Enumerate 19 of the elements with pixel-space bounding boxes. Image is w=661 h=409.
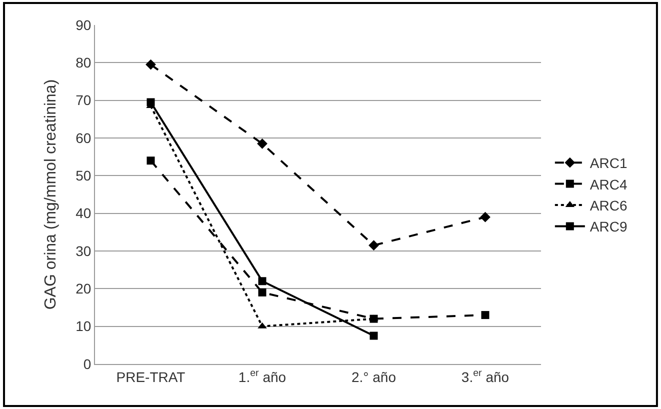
y-tick-label: 80 [76,54,92,71]
legend-label: ARC9 [590,218,628,235]
y-tick-label: 50 [76,168,92,184]
x-tick-label: 3.$^{er}$ año [461,368,510,385]
y-tick-label: 70 [76,92,92,108]
y-tick-label: 10 [76,318,92,334]
x-tick-label: 1.$^{er}$ año [238,368,286,385]
x-tick-label: 2.° año [351,368,396,385]
legend-label: ARC1 [590,155,628,172]
legend-label: ARC4 [590,176,628,192]
x-tick-label: PRE-TRAT [116,368,186,385]
y-tick-label: 0 [83,356,92,372]
legend-label: ARC6 [590,197,628,214]
y-tick-label: 40 [76,205,92,222]
y-tick-label: 60 [76,130,92,146]
y-tick-label: 20 [76,280,92,297]
y-tick-label: 90 [76,16,92,33]
y-axis-title: GAG orina (mg/mmol creatinina) [42,79,60,310]
y-tick-label: 30 [76,242,92,259]
